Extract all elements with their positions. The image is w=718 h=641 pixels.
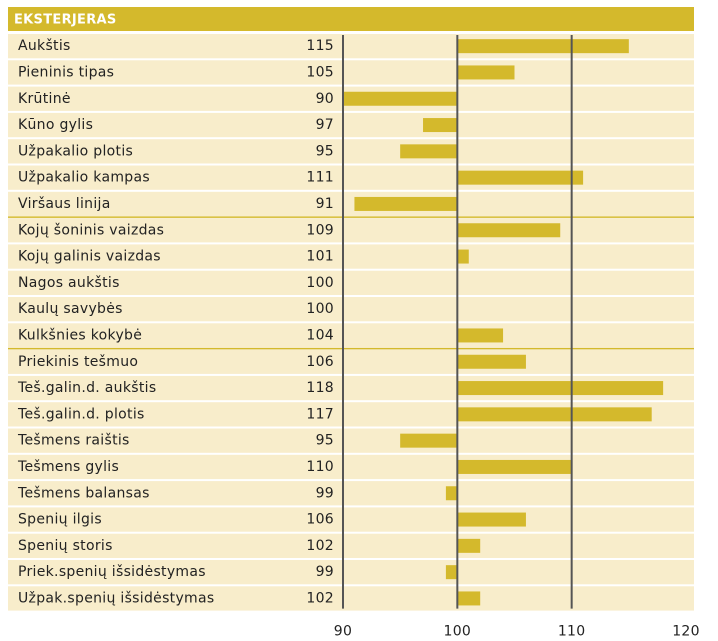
bar — [457, 538, 481, 553]
row-label: Kojų šoninis vaizdas — [18, 222, 164, 238]
bar — [457, 407, 652, 422]
row-label: Tešmens raištis — [17, 433, 130, 449]
row-band — [8, 323, 694, 348]
value-label: 102 — [306, 590, 334, 606]
row-label: Teš.galin.d. aukštis — [17, 380, 156, 396]
value-label: 99 — [316, 564, 334, 580]
row-band — [8, 586, 694, 611]
value-label: 109 — [306, 222, 334, 238]
row-label: Kūno gylis — [18, 117, 93, 133]
value-label: 118 — [306, 380, 334, 396]
row-label: Užpak.spenių išsidėstymas — [18, 590, 214, 606]
x-tick-label: 90 — [334, 624, 352, 640]
value-label: 110 — [306, 459, 334, 475]
bar — [457, 170, 584, 185]
bar — [457, 65, 515, 80]
value-label: 106 — [306, 512, 334, 528]
value-label: 90 — [316, 91, 334, 107]
row-label: Kulkšnies kokybė — [18, 327, 142, 343]
value-label: 95 — [316, 433, 334, 449]
row-label: Krūtinė — [18, 91, 71, 107]
row-label: Nagos aukštis — [18, 275, 120, 291]
row-band — [8, 218, 694, 243]
header-bar — [8, 7, 694, 31]
bar — [445, 486, 458, 501]
row-label: Priekinis tešmuo — [18, 354, 138, 370]
bar — [445, 565, 458, 580]
row-label: Teš.galin.d. plotis — [17, 406, 145, 422]
row-band — [8, 270, 694, 295]
bar — [354, 196, 458, 211]
x-tick-label: 110 — [558, 624, 586, 640]
row-label: Viršaus linija — [18, 196, 111, 212]
value-label: 95 — [316, 143, 334, 159]
chart-title: EKSTERJERAS — [14, 13, 117, 28]
row-band — [8, 191, 694, 217]
value-label: 117 — [306, 406, 334, 422]
bar — [457, 223, 561, 238]
row-label: Kaulų savybės — [18, 301, 123, 317]
row-band — [8, 533, 694, 558]
bar — [457, 354, 526, 369]
bar — [457, 459, 572, 474]
row-label: Spenių ilgis — [18, 512, 102, 528]
row-label: Aukštis — [18, 38, 71, 54]
row-band — [8, 349, 694, 374]
bar — [457, 39, 629, 54]
value-label: 100 — [306, 275, 334, 291]
row-band — [8, 481, 694, 506]
value-label: 101 — [306, 249, 334, 265]
row-label: Priek.spenių išsidėstymas — [18, 564, 206, 580]
value-label: 97 — [316, 117, 334, 133]
bar — [423, 118, 458, 133]
row-band — [8, 428, 694, 453]
row-label: Kojų galinis vaizdas — [18, 249, 161, 265]
row-label: Spenių storis — [18, 538, 113, 554]
bar — [400, 433, 458, 448]
row-label: Tešmens gylis — [17, 459, 119, 475]
row-band — [8, 244, 694, 269]
bar — [457, 381, 664, 396]
row-label: Tešmens balansas — [17, 485, 150, 501]
bar — [400, 144, 458, 159]
row-band — [8, 560, 694, 585]
row-band — [8, 507, 694, 532]
row-label: Pieninis tipas — [18, 64, 114, 80]
value-label: 106 — [306, 354, 334, 370]
x-tick-label: 120 — [672, 624, 700, 640]
value-label: 104 — [306, 327, 334, 343]
row-band — [8, 60, 694, 85]
value-label: 102 — [306, 538, 334, 554]
x-tick-label: 100 — [444, 624, 472, 640]
value-label: 99 — [316, 485, 334, 501]
row-band — [8, 112, 694, 138]
bar — [457, 591, 481, 606]
row-band — [8, 139, 694, 164]
row-label: Užpakalio plotis — [18, 143, 133, 159]
bar — [457, 249, 469, 264]
value-label: 105 — [306, 64, 334, 80]
bar — [343, 91, 458, 106]
row-band — [8, 454, 694, 480]
value-label: 100 — [306, 301, 334, 317]
bar — [457, 328, 504, 343]
value-label: 111 — [306, 170, 334, 186]
row-label: Užpakalio kampas — [18, 170, 150, 186]
row-band — [8, 297, 694, 322]
value-label: 91 — [316, 196, 334, 212]
bar — [457, 512, 526, 527]
value-label: 115 — [306, 38, 334, 54]
